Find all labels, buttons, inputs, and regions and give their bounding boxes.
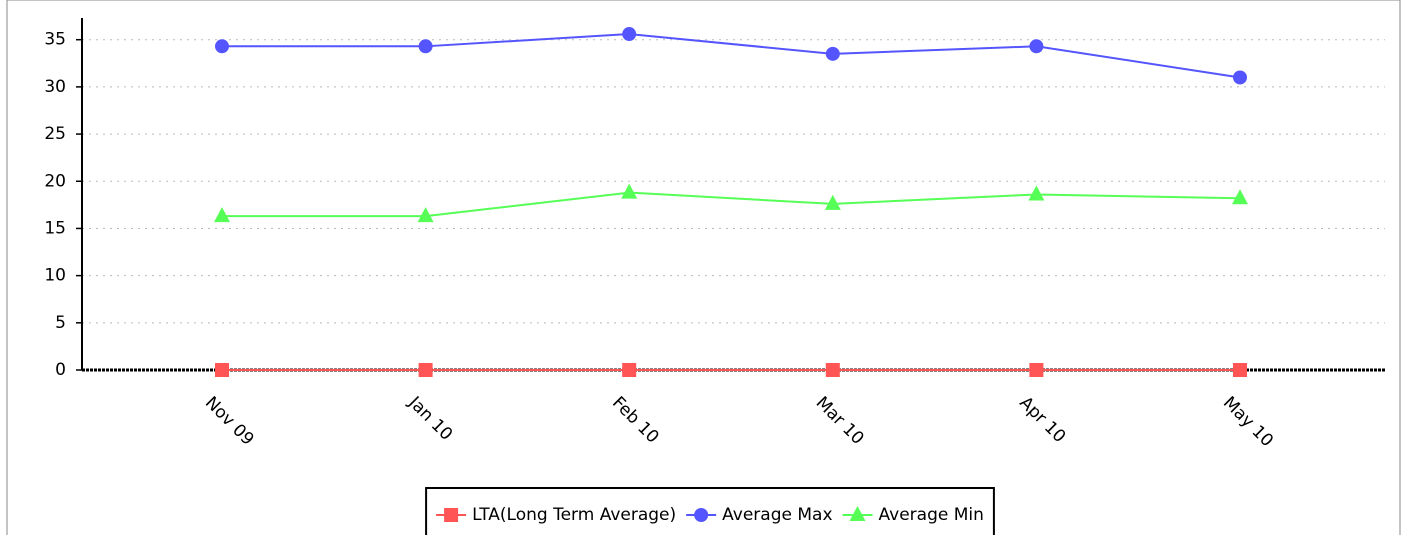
legend-label: Average Min (879, 505, 984, 525)
legend-marker (444, 508, 459, 522)
y-tick-label: 0 (55, 360, 66, 380)
y-tick-label: 25 (44, 124, 66, 144)
data-point (1232, 189, 1248, 205)
data-point (1029, 363, 1044, 377)
series-line (222, 33, 1241, 79)
data-point (214, 207, 230, 223)
y-tick-label: 30 (44, 77, 66, 97)
data-point (824, 194, 841, 210)
series-line (222, 191, 1241, 218)
legend-marker (694, 508, 709, 522)
legend-marker (849, 506, 866, 521)
data-point (417, 207, 434, 223)
data-point (1029, 39, 1044, 54)
data-point (825, 46, 840, 61)
legend-label: LTA(Long Term Average) (472, 505, 676, 525)
data-point (622, 27, 637, 42)
data-point (418, 39, 433, 54)
data-point (418, 363, 433, 377)
y-tick-label: 5 (55, 313, 66, 333)
data-point (825, 363, 840, 377)
data-point (621, 183, 638, 199)
data-point (622, 363, 637, 377)
data-point (1233, 70, 1247, 85)
legend-label: Average Max (722, 505, 832, 525)
y-tick-label: 20 (44, 171, 66, 191)
legend: LTA(Long Term Average) Average Max Average… (425, 487, 995, 535)
data-point (1233, 363, 1247, 377)
data-point (215, 363, 229, 377)
y-tick-label: 10 (44, 266, 66, 286)
y-tick-label: 15 (44, 218, 66, 238)
legend-box (425, 487, 995, 535)
y-tick-label: 35 (44, 30, 66, 50)
chart-frame (6, 0, 1401, 535)
data-point (215, 39, 229, 54)
data-point (1028, 185, 1045, 201)
